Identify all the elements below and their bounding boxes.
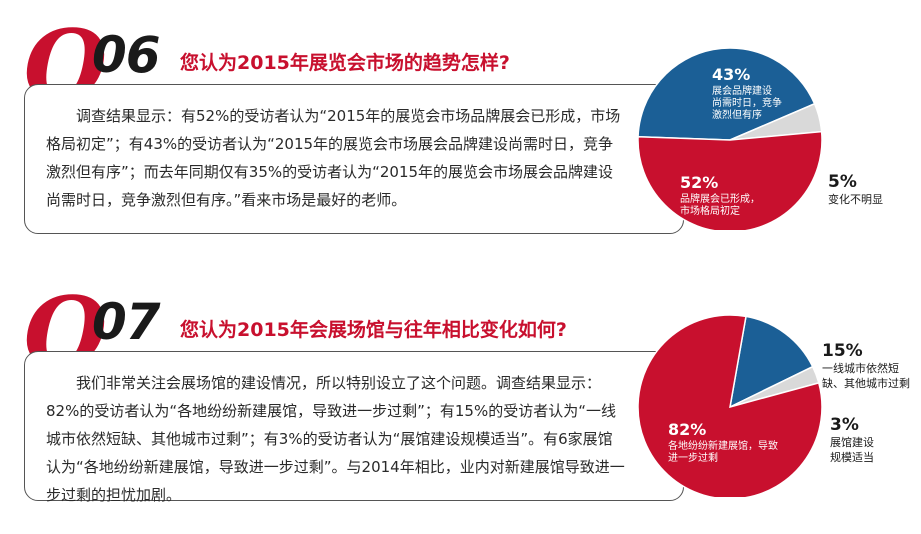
slice-percent: 43%	[712, 65, 750, 84]
slice-label: 市场格局初定	[680, 204, 740, 217]
pie-outer-label: 15% 一线城市依然短 缺、其他城市过剩	[822, 341, 912, 391]
pie-slices	[637, 314, 823, 497]
slice-label: 激烈但有序	[712, 108, 762, 121]
pie-inner-labels: 82%各地纷纷新建展馆，导致进一步过剩	[668, 420, 778, 464]
slice-label: 品牌展会已形成，	[680, 192, 760, 205]
survey-section-q06: Q 06 您认为2015年展览会市场的趋势怎样? 调查结果显示：有52%的受访者…	[22, 18, 918, 234]
slice-label: 变化不明显	[828, 193, 883, 206]
pie-chart-q06: 43%展会品牌建设尚需时日，竞争激烈但有序 52%品牌展会已形成，市场格局初定	[637, 47, 823, 230]
question-number: 07	[92, 293, 161, 351]
survey-section-q07: Q 07 您认为2015年会展场馆与往年相比变化如何? 我们非常关注会展场馆的建…	[0, 267, 921, 534]
slice-percent: 5%	[828, 172, 857, 192]
question-title: 您认为2015年会展场馆与往年相比变化如何?	[180, 319, 567, 341]
answer-text: 我们非常关注会展场馆的建设情况，所以特别设立了这个问题。调查结果显示：82%的受…	[46, 374, 625, 504]
pie-slice	[729, 315, 814, 409]
slice-percent: 82%	[668, 420, 706, 439]
pie-slices	[637, 47, 823, 230]
answer-text: 调查结果显示：有52%的受访者认为“2015年的展览会市场品牌展会已形成，市场格…	[46, 107, 621, 209]
slice-label: 缺、其他城市过剩	[822, 377, 910, 390]
pie-slice	[637, 47, 816, 141]
slice-percent: 15%	[822, 341, 863, 361]
pie-chart-q07: 82%各地纷纷新建展馆，导致进一步过剩	[637, 314, 823, 497]
slice-label: 尚需时日，竞争	[712, 96, 782, 109]
pie-outer-label: 3% 展馆建设 规模适当	[830, 415, 920, 465]
slice-percent: 52%	[680, 173, 718, 192]
answer-box	[24, 351, 684, 501]
pie-slice	[637, 314, 823, 497]
slice-label: 展馆建设	[830, 436, 874, 449]
slice-label: 展会品牌建设	[712, 84, 772, 97]
pie-slice	[637, 130, 823, 230]
slice-label: 进一步过剩	[668, 451, 718, 464]
question-number: 06	[92, 26, 161, 84]
slice-label: 一线城市依然短	[822, 362, 899, 375]
slice-label: 规模适当	[830, 451, 874, 464]
pie-outer-label: 5% 变化不明显	[828, 172, 918, 207]
pie-inner-labels: 43%展会品牌建设尚需时日，竞争激烈但有序 52%品牌展会已形成，市场格局初定	[680, 65, 782, 217]
slice-percent: 3%	[830, 415, 859, 435]
answer-box	[24, 84, 684, 234]
question-title: 您认为2015年展览会市场的趋势怎样?	[180, 52, 510, 74]
slice-label: 各地纷纷新建展馆，导致	[668, 439, 778, 452]
